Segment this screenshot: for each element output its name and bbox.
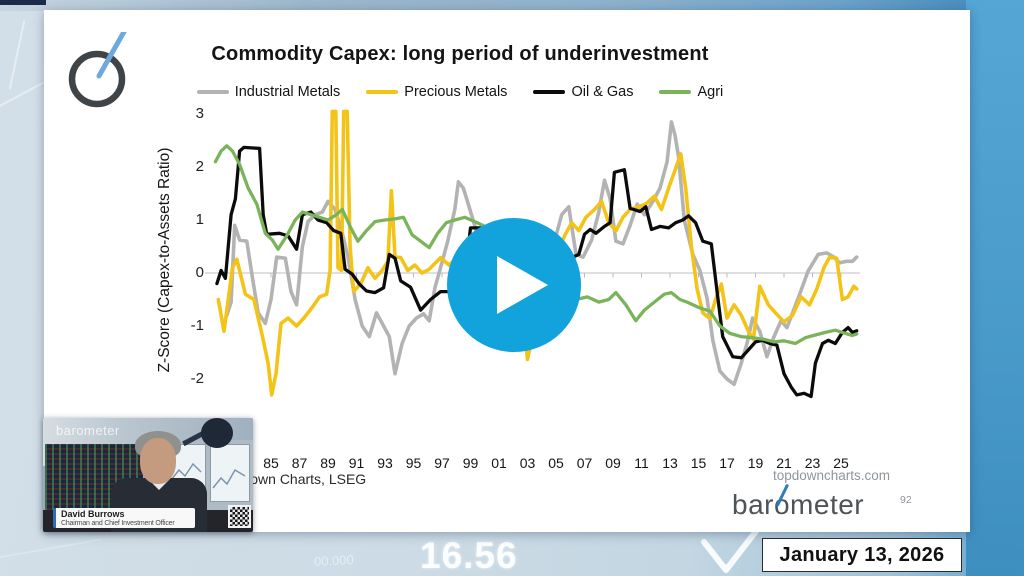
y-tick-label: -1 — [190, 317, 204, 334]
legend-swatch — [659, 90, 692, 94]
legend-item: Oil & Gas — [533, 84, 633, 100]
y-axis-title: Z-Score (Capex-to-Assets Ratio) — [156, 147, 173, 373]
x-tick-label: 03 — [519, 455, 536, 471]
chart-title: Commodity Capex: long period of underinv… — [211, 43, 709, 65]
legend-swatch — [196, 90, 229, 94]
legend-item: Industrial Metals — [196, 84, 341, 100]
legend-item: Agri — [659, 84, 723, 100]
x-tick-label: 17 — [719, 455, 735, 471]
x-tick-label: 05 — [548, 455, 564, 471]
x-tick-label: 95 — [405, 455, 422, 471]
website-url: topdowncharts.com — [772, 468, 890, 483]
x-tick-label: 15 — [690, 455, 707, 471]
legend-swatch — [366, 90, 399, 94]
x-tick-label: 21 — [776, 455, 792, 471]
x-tick-label: 09 — [605, 455, 621, 471]
legend-swatch — [533, 90, 566, 94]
gauge-logo-icon — [68, 32, 127, 108]
background-ticker-number: 16.56 — [420, 535, 518, 576]
x-tick-label: 97 — [434, 455, 450, 471]
date-badge: January 13, 2026 — [762, 538, 962, 572]
background-grid-line — [0, 538, 102, 560]
x-tick-label: 01 — [491, 455, 507, 471]
x-tick-label: 99 — [462, 455, 479, 471]
x-tick-label: 23 — [804, 455, 821, 471]
x-tick-label: 19 — [747, 455, 764, 471]
x-tick-label: 91 — [348, 455, 365, 471]
x-tick-label: 11 — [634, 455, 649, 471]
person-collar — [149, 480, 169, 490]
legend-label: Agri — [697, 84, 724, 100]
y-tick-label: 2 — [195, 158, 204, 175]
speaker-name-tag: David Burrows Chairman and Chief Investm… — [53, 508, 195, 528]
microphone-icon — [201, 418, 233, 448]
x-tick-label: 87 — [291, 455, 308, 471]
y-tick-label: 0 — [195, 264, 204, 281]
brand-text: bar — [732, 489, 774, 520]
legend-label: Oil & Gas — [571, 84, 634, 100]
background-blue-band — [966, 0, 1024, 576]
webcam-overlay: barometer David Burrows Chairman and Chi… — [43, 418, 253, 532]
x-tick-label: 93 — [377, 455, 393, 471]
chart-legend: Industrial Metals Precious Metals Oil & Ga… — [44, 84, 876, 100]
brand-text: meter — [790, 489, 865, 520]
slide-number: 92 — [900, 494, 912, 506]
background-grid-line — [8, 20, 26, 90]
legend-label: Precious Metals — [404, 84, 508, 100]
barometer-logo: baro meter — [732, 483, 865, 521]
play-icon — [497, 256, 548, 314]
brand-o-with-needle: o — [774, 483, 790, 521]
speaker-title: Chairman and Chief Investment Officer — [61, 519, 175, 527]
person-face — [140, 438, 176, 484]
x-tick-label: 07 — [576, 455, 593, 471]
speaker-name: David Burrows — [61, 509, 125, 519]
x-tick-label: 13 — [662, 455, 678, 471]
y-tick-label: 3 — [195, 105, 204, 122]
x-tick-label: 85 — [263, 455, 279, 471]
webcam-watermark: barometer — [56, 423, 120, 438]
legend-label: Industrial Metals — [234, 84, 341, 100]
background-top-strip — [0, 0, 1024, 11]
x-tick-label: 25 — [833, 455, 849, 471]
y-tick-label: 1 — [195, 211, 204, 228]
qr-code — [228, 505, 251, 528]
legend-item: Precious Metals — [366, 84, 507, 100]
y-tick-label: -2 — [190, 370, 204, 387]
x-tick-label: 89 — [320, 455, 336, 471]
background-check-shape — [701, 523, 763, 573]
background-ticker-number-small: 00.000 — [313, 551, 355, 570]
play-button[interactable] — [447, 218, 581, 352]
background-navy-sliver — [0, 0, 46, 5]
